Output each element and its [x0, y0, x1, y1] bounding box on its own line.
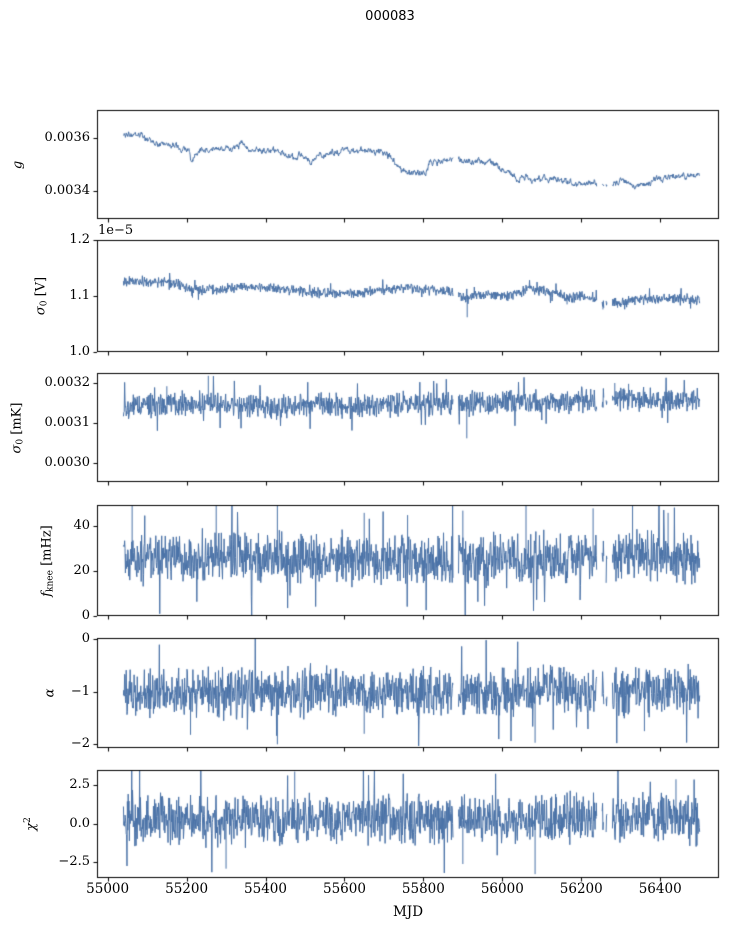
y-tick-label: 0.0036 [44, 130, 91, 146]
y-axis-title: χ2 [23, 817, 39, 831]
y-tick-label: −2 [70, 736, 90, 752]
y-tick-label: 2.5 [69, 776, 90, 792]
y-tick-label: 0.0032 [44, 375, 91, 391]
x-tick-label: 55200 [165, 881, 209, 897]
y-tick-label: 1.0 [69, 344, 90, 360]
y-tick-label: 1.1 [69, 288, 90, 304]
y-tick-label: 0.0031 [44, 415, 91, 431]
y-axis-title: α [42, 688, 58, 698]
x-tick-label: 55000 [86, 881, 130, 897]
y-tick-label: 0 [81, 608, 90, 624]
figure-title: 000083 [365, 9, 415, 24]
y-tick-label: 0.0030 [44, 455, 91, 471]
y-axis-title: σ0 [mK] [9, 402, 26, 453]
x-tick-label: 56000 [480, 881, 524, 897]
y-axis-title: fknee [mHz] [39, 524, 56, 597]
y-tick-label: 0 [81, 631, 90, 647]
y-tick-label: 40 [73, 518, 90, 534]
y-tick-label: 0.0 [69, 815, 90, 831]
x-tick-label: 56200 [559, 881, 603, 897]
y-axis-title: σ0 [V] [33, 276, 50, 316]
y-tick-label: −1 [70, 683, 90, 699]
x-tick-label: 55600 [322, 881, 366, 897]
y-tick-label: −2.5 [58, 854, 90, 870]
y-tick-label: 1.2 [69, 232, 90, 248]
x-tick-label: 56400 [638, 881, 682, 897]
y-tick-label: 20 [73, 563, 90, 579]
x-tick-label: 55400 [244, 881, 287, 897]
x-axis-label: MJD [392, 904, 424, 920]
x-tick-label: 55800 [401, 881, 445, 897]
y-tick-label: 0.0034 [44, 183, 91, 199]
y-axis-offset-text: 1e−5 [98, 223, 134, 238]
y-axis-title: g [10, 160, 26, 169]
